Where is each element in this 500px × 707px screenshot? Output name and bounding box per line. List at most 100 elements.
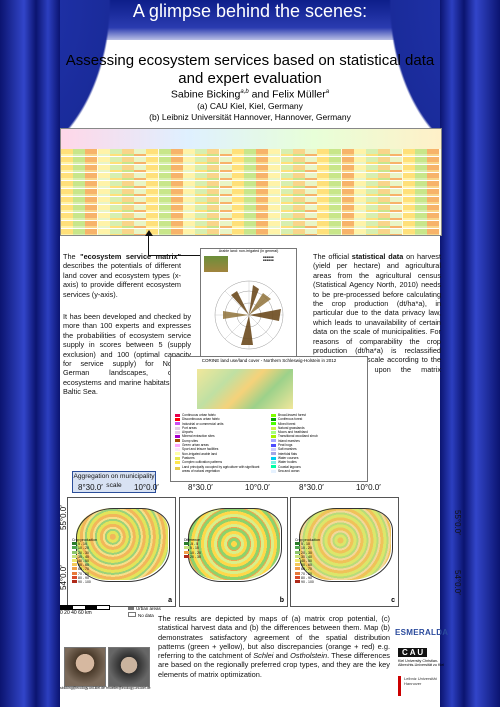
matrix-column xyxy=(280,149,293,235)
radar-chart: Arable land: non-irrigated (in general) … xyxy=(200,248,297,360)
rt-post: on harvest (yield per hectare) and agric… xyxy=(313,252,441,383)
map-legend-entry: 30 - 40 xyxy=(295,554,320,559)
map-legend-swatch xyxy=(295,559,300,563)
legend-label: Industrial or commercial units xyxy=(182,421,224,426)
legend-entry: Pastures xyxy=(175,456,267,460)
legend-swatch xyxy=(175,417,180,421)
legend-entry: Water courses xyxy=(271,456,363,460)
map-legend-swatch xyxy=(72,554,77,558)
matrix-column xyxy=(158,149,171,235)
legend-label: Continuous urban fabric xyxy=(182,413,216,417)
coord-lat-4: 54°0.0′ xyxy=(453,570,462,595)
legend-label: Port areas xyxy=(182,425,197,430)
map-legend-entry: 40 - 50 xyxy=(72,559,97,563)
radar-caption: Arable land: non-irrigated (in general) xyxy=(218,249,279,253)
coord-lon-4: 10°0.0′ xyxy=(245,483,270,492)
map-legend-entry: 50 - 60 xyxy=(295,563,320,567)
map-c: Crop production 5 - 10 10 - 20 20 - 30 30 - … xyxy=(290,497,399,607)
urban-label: Urban areas xyxy=(136,606,161,611)
coord-lon-1: 8°30.0′ xyxy=(78,483,103,492)
curtain-left xyxy=(0,0,60,707)
legend-entry: Non-irrigated arable land xyxy=(175,452,267,456)
legend-swatch xyxy=(175,443,180,447)
legend-label: Salt marshes xyxy=(278,447,297,452)
legend-swatch xyxy=(271,422,276,426)
legend-entry: Mineral extraction sites xyxy=(175,434,267,438)
arrow-head xyxy=(145,230,153,236)
map-legend-swatch xyxy=(72,550,77,554)
map-legend-swatch xyxy=(295,563,300,567)
legend-entry: Land principally occupied by agriculture… xyxy=(175,465,267,474)
map-legend-entry: 5 - 10 xyxy=(72,542,97,546)
map-legend-swatch xyxy=(295,580,300,584)
legend-label: Inland marshes xyxy=(278,438,300,443)
arrow-stem xyxy=(148,234,149,256)
legend-swatch xyxy=(271,413,276,417)
map-legend-entry: 60 - 70 xyxy=(295,567,320,571)
rt-bold: statistical data xyxy=(351,252,404,261)
legend-swatch xyxy=(175,448,180,452)
map-legend-label: 30 - 40 xyxy=(301,554,312,559)
rt-pre: The official xyxy=(313,252,352,261)
landcover-map: CORINE land use/land cover - Northern Sc… xyxy=(170,356,368,482)
nodata-label: No data xyxy=(138,612,154,618)
legend-entry: Industrial or commercial units xyxy=(175,422,267,426)
map-legend-entry: 70 - 80 xyxy=(72,571,97,576)
legend-entry: Sport and leisure facilities xyxy=(175,447,267,451)
map-legend-label: 10 - 20 xyxy=(78,546,89,551)
legend-entry: Salt marshes xyxy=(271,447,363,451)
map-legend-entry: 80 - 90 xyxy=(295,575,320,580)
affiliation-b: (b) Leibniz Universität Hannover, Hannov… xyxy=(149,112,351,122)
legend-label: Complex cultivation patterns xyxy=(182,460,223,465)
title-line-2: and expert evaluation xyxy=(178,70,322,87)
legend-entry: Broad-leaved forest xyxy=(271,413,363,417)
legend-entry: Complex cultivation patterns xyxy=(175,460,267,464)
map-legend-swatch xyxy=(295,567,300,571)
landcover-image xyxy=(197,369,293,409)
map-legend-entry: 5 - 10 xyxy=(295,542,320,546)
legend-entry: Airports xyxy=(175,430,267,434)
matrix-column xyxy=(97,149,110,235)
banner-title: A glimpse behind the scenes: xyxy=(132,1,368,21)
matrix-column xyxy=(231,149,244,235)
map-legend-label: 20 - 30 xyxy=(78,550,89,555)
matrix-column xyxy=(390,149,403,235)
map-legend-entry: 10 - 20 xyxy=(184,550,201,555)
legend-entry: Mixed forest xyxy=(271,422,363,426)
map-legend-label: 70 - 80 xyxy=(301,571,312,576)
bt-pre: The results are depicted by maps of (a) … xyxy=(158,614,390,661)
legend-entry: Continuous urban fabric xyxy=(175,413,267,417)
matrix-column xyxy=(85,149,98,235)
matrix-column xyxy=(268,149,281,235)
matrix-column xyxy=(366,149,378,235)
map-legend-swatch xyxy=(184,550,189,554)
legend-entry: Coastal lagoons xyxy=(271,465,363,469)
map-legend: Crop production 5 - 10 10 - 20 20 - 30 30 - … xyxy=(295,538,320,584)
map-legend-label: 5 - 10 xyxy=(190,546,199,551)
legend-label: Water courses xyxy=(278,455,299,460)
map-legend-label: 20 - 30 xyxy=(190,554,201,559)
coord-lon-3: 8°30.0′ xyxy=(188,483,213,492)
map-legend-entry: 10 - 20 xyxy=(72,546,97,550)
legend-swatch xyxy=(271,465,276,469)
esmeralda-logo: ESMERALDA xyxy=(395,628,449,637)
matrix-header xyxy=(61,129,441,149)
legend-swatch xyxy=(175,456,180,460)
map-key: Urban areas No data xyxy=(128,606,161,618)
legend-label: Transitional woodland shrub xyxy=(278,434,318,439)
author-2-sup: a xyxy=(325,89,330,95)
legend-label: Water bodies xyxy=(278,460,297,465)
map-legend-label: 80 - 90 xyxy=(78,575,89,580)
authors: Sabine Bickinga,b and Felix Müllera xyxy=(55,86,445,102)
legend-swatch xyxy=(175,435,180,439)
map-legend-title: Crop production xyxy=(295,538,320,542)
bt-ostholstein: Ostholstein xyxy=(290,651,328,661)
bt-post: . These differences are based on the reg… xyxy=(158,651,390,679)
map-legend-label: 10 - 20 xyxy=(190,550,201,555)
map-legend-swatch xyxy=(295,571,300,575)
coord-lon-6: 10°0.0′ xyxy=(356,483,381,492)
matrix-column xyxy=(256,149,269,235)
map-legend-label: 50 - 60 xyxy=(301,563,312,568)
legend-label: Moors and heathland xyxy=(278,430,308,435)
